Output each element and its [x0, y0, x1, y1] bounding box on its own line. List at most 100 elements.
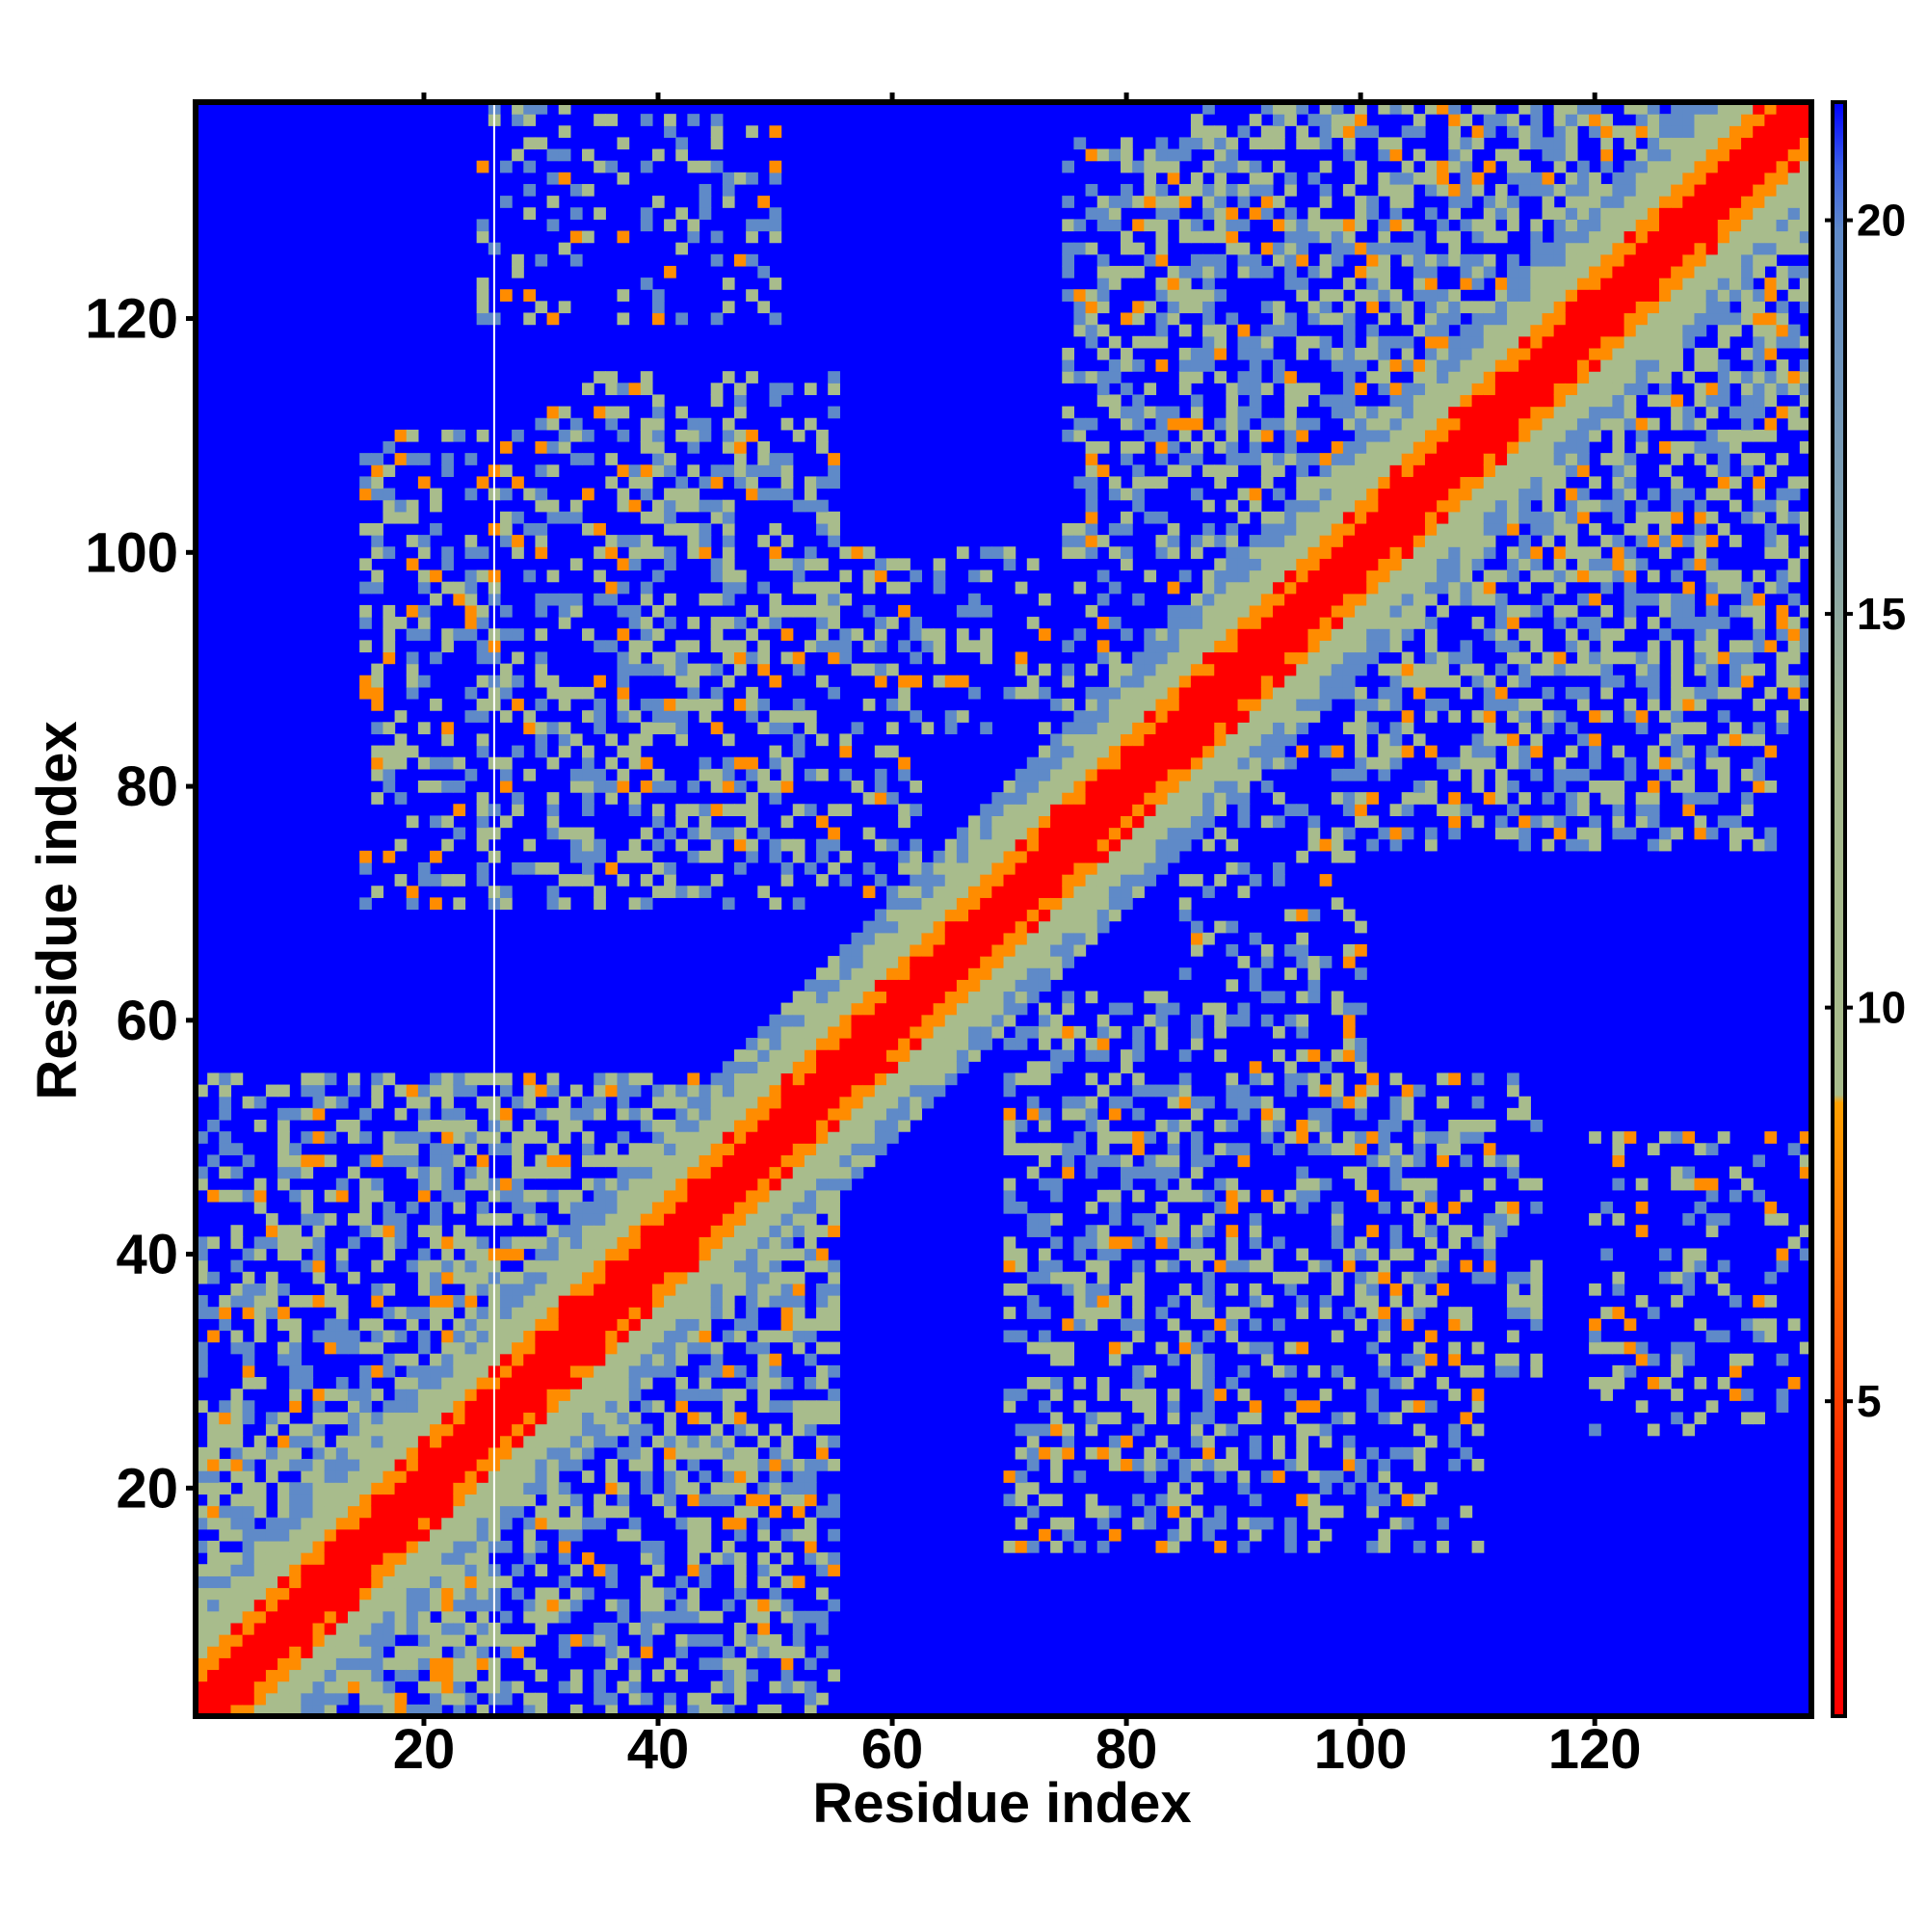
heatmap-cell	[453, 1458, 466, 1471]
heatmap-cell	[1260, 1014, 1274, 1027]
heatmap-cell	[734, 1330, 747, 1343]
heatmap-cell	[1202, 756, 1215, 770]
heatmap-cell	[1121, 1166, 1133, 1179]
heatmap-cell	[535, 861, 548, 875]
heatmap-cell	[219, 1634, 232, 1647]
heatmap-cell	[1144, 686, 1157, 700]
heatmap-cell	[207, 1072, 220, 1086]
heatmap-cell	[594, 897, 606, 911]
heatmap-cell	[651, 1564, 665, 1576]
heatmap-cell	[371, 1646, 384, 1658]
heatmap-cell	[664, 861, 676, 875]
heatmap-cell	[253, 1692, 267, 1706]
heatmap-cell	[359, 1540, 372, 1553]
heatmap-cell	[335, 1634, 349, 1647]
heatmap-cell	[1073, 874, 1087, 887]
heatmap-cell	[406, 453, 419, 465]
heatmap-cell	[430, 488, 442, 501]
heatmap-cell	[1260, 511, 1274, 524]
heatmap-cell	[1132, 1236, 1145, 1250]
heatmap-cell	[499, 886, 513, 898]
heatmap-cell	[1038, 1528, 1051, 1542]
heatmap-cell	[1273, 604, 1285, 618]
heatmap-cell	[441, 1400, 454, 1414]
heatmap-cell	[1108, 1201, 1122, 1214]
heatmap-cell	[523, 1341, 537, 1355]
heatmap-cell	[956, 897, 969, 911]
heatmap-cell	[710, 686, 724, 700]
heatmap-cell	[675, 1107, 688, 1121]
heatmap-cell	[253, 1318, 267, 1332]
heatmap-cell	[383, 1564, 396, 1576]
heatmap-cell	[406, 1646, 419, 1658]
heatmap-cell	[371, 1189, 384, 1203]
heatmap-cell	[594, 1692, 606, 1706]
heatmap-cell	[371, 1540, 384, 1553]
heatmap-cell	[769, 1096, 782, 1109]
heatmap-cell	[910, 1014, 923, 1027]
heatmap-cell	[1202, 1295, 1215, 1308]
heatmap-cell	[1062, 1143, 1075, 1155]
heatmap-cell	[394, 1154, 408, 1168]
heatmap-cell	[1038, 932, 1051, 945]
heatmap-cell	[722, 756, 735, 770]
heatmap-cell	[1260, 604, 1274, 618]
heatmap-cell	[512, 1201, 524, 1214]
heatmap-cell	[1108, 1307, 1122, 1319]
heatmap-cell	[1096, 874, 1110, 887]
heatmap-cell	[687, 1587, 700, 1601]
heatmap-cell	[746, 1259, 758, 1273]
heatmap-cell	[512, 1446, 524, 1460]
heatmap-cell	[546, 675, 560, 688]
heatmap-cell	[430, 1692, 442, 1706]
heatmap-cell	[1202, 581, 1215, 595]
heatmap-cell	[1202, 1458, 1215, 1471]
heatmap-cell	[441, 1341, 454, 1355]
heatmap-cell	[628, 1178, 642, 1191]
heatmap-cell	[594, 1084, 606, 1098]
heatmap-cell	[1155, 733, 1169, 747]
heatmap-cell	[651, 1154, 665, 1168]
heatmap-cell	[839, 1072, 853, 1086]
heatmap-cell	[1050, 1377, 1063, 1389]
heatmap-cell	[289, 1505, 302, 1519]
heatmap-cell	[430, 850, 442, 863]
heatmap-cell	[1155, 359, 1169, 372]
heatmap-cell	[219, 1681, 232, 1694]
heatmap-cell	[347, 1435, 360, 1448]
heatmap-cell	[1144, 383, 1157, 396]
heatmap-cell	[628, 640, 642, 653]
heatmap-cell	[441, 1446, 454, 1460]
heatmap-cell	[1284, 967, 1297, 980]
heatmap-cell	[1284, 522, 1297, 536]
heatmap-cell	[347, 1540, 360, 1553]
heatmap-cell	[406, 1552, 419, 1565]
heatmap-cell	[569, 1423, 583, 1437]
heatmap-cell	[804, 1353, 817, 1366]
heatmap-cell	[757, 1143, 771, 1155]
heatmap-cell	[640, 511, 653, 524]
heatmap-cell	[546, 312, 560, 326]
heatmap-cell	[546, 1446, 560, 1460]
heatmap-cell	[207, 1412, 220, 1425]
heatmap-cell	[746, 476, 758, 490]
heatmap-cell	[1202, 1389, 1215, 1401]
heatmap-cell	[1155, 476, 1169, 490]
heatmap-cell	[546, 861, 560, 875]
heatmap-cell	[1226, 207, 1239, 220]
heatmap-cell	[406, 1259, 419, 1273]
heatmap-cell	[1085, 604, 1098, 618]
heatmap-cell	[1214, 1470, 1227, 1483]
heatmap-cell	[722, 558, 735, 571]
heatmap-cell	[430, 1634, 442, 1647]
heatmap-cell	[664, 722, 676, 735]
heatmap-cell	[1237, 160, 1251, 173]
heatmap-cell	[371, 1552, 384, 1565]
heatmap-cell	[651, 1131, 665, 1144]
heatmap-cell	[453, 1236, 466, 1250]
heatmap-cell	[839, 1154, 853, 1168]
heatmap-cell	[628, 1143, 642, 1155]
heatmap-cell	[558, 102, 571, 115]
heatmap-cell	[1003, 1389, 1016, 1401]
heatmap-cell	[312, 1236, 326, 1250]
